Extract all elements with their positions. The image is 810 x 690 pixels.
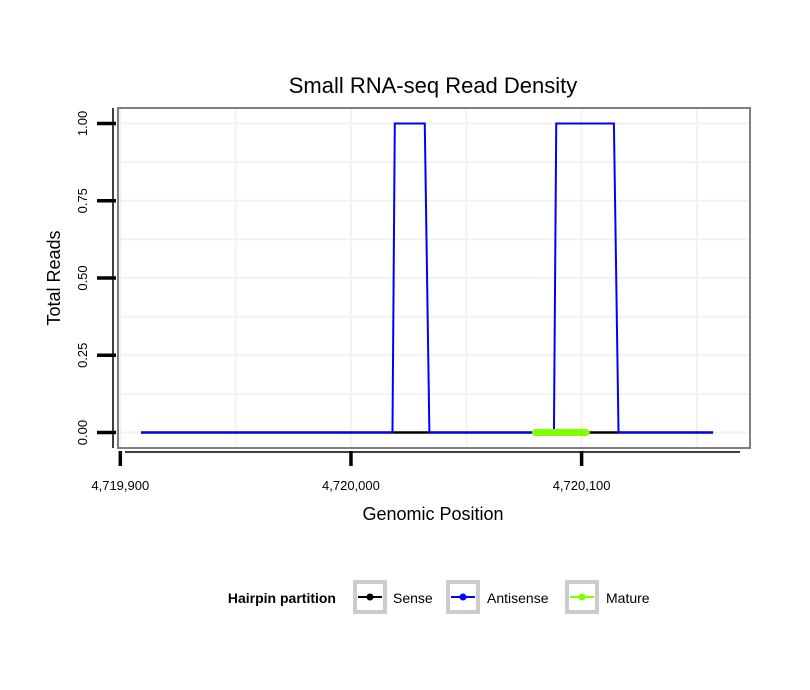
data-series [141,122,714,437]
legend: Hairpin partition Sense Antisense Mature [228,580,650,614]
y-tick-label: 0.00 [75,420,90,445]
y-axis-title: Total Reads [44,230,64,325]
y-tick-label: 1.00 [75,111,90,136]
x-axis-title: Genomic Position [362,504,503,524]
legend-key-dot [366,593,374,601]
legend-item-sense: Sense [353,580,433,614]
y-tick-label: 0.25 [75,343,90,368]
legend-entries: Sense Antisense Mature [353,580,650,614]
legend-label: Antisense [487,590,549,606]
legend-label: Mature [606,590,650,606]
plot-border [117,107,751,449]
grid-lines [118,108,750,448]
y-tick-label: 0.50 [75,265,90,290]
x-tick-label: 4,720,100 [553,478,611,493]
legend-title: Hairpin partition [228,590,336,606]
legend-key-dot [459,593,467,601]
legend-key-dot [578,593,586,601]
x-tick-label: 4,719,900 [91,478,149,493]
axes: 4,719,900 4,720,000 4,720,100 0.00 0.25 0.50 0… [75,108,740,493]
legend-item-antisense: Antisense [446,580,549,614]
series-line-antisense [141,122,714,434]
legend-label: Sense [393,590,433,606]
x-tick-label: 4,720,000 [322,478,380,493]
legend-item-mature: Mature [565,580,650,614]
y-tick-label: 0.75 [75,188,90,213]
chart-title: Small RNA-seq Read Density [289,73,578,98]
